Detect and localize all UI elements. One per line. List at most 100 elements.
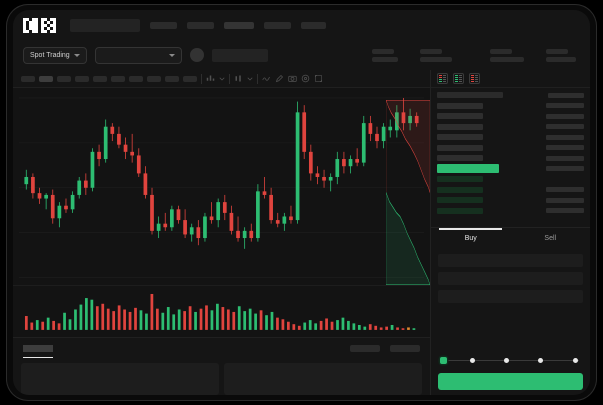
orderbook-view-asks-icon[interactable]: [469, 73, 480, 84]
market-stat-1-label: [372, 48, 394, 54]
market-header-bar: Spot Trading: [13, 40, 590, 70]
orderbook-bid-row[interactable]: [437, 196, 584, 204]
nav-item-3[interactable]: [224, 21, 254, 29]
tab-buy[interactable]: Buy: [464, 235, 477, 242]
toolbar-divider: [201, 73, 202, 84]
orderbook-ask-row[interactable]: [437, 144, 584, 152]
timeframe-button-2[interactable]: [39, 75, 53, 82]
orderbook-bid-row[interactable]: [437, 186, 584, 194]
order-total-field[interactable]: [438, 290, 583, 303]
orderbook-bid-row[interactable]: [437, 207, 584, 215]
orderbook-last-price-row: [437, 164, 584, 173]
candlestick-series: [18, 97, 424, 278]
orderbook-view-both-icon[interactable]: [437, 73, 448, 84]
order-amount-field[interactable]: [438, 272, 583, 285]
orderbook-ask-row[interactable]: [437, 123, 584, 131]
market-stat-4-label: [546, 48, 568, 54]
timeframe-button-6[interactable]: [111, 75, 125, 82]
trade-form-tabs: Buy Sell: [431, 227, 590, 249]
tab-open-orders[interactable]: [23, 345, 53, 358]
timeframe-button-5[interactable]: [93, 75, 107, 82]
market-stat-4-value: [546, 56, 576, 62]
bottom-panel-left[interactable]: [21, 363, 219, 395]
orderbook-ask-row[interactable]: [437, 102, 584, 110]
nav-item-1[interactable]: [150, 21, 177, 29]
slider-handle[interactable]: [440, 356, 447, 364]
fullscreen-icon[interactable]: [314, 74, 323, 83]
orderbook-price-header: [437, 92, 503, 98]
orderbook-view-bids-icon[interactable]: [453, 73, 464, 84]
bottom-action-1[interactable]: [350, 345, 380, 352]
slider-mark-75[interactable]: [538, 357, 543, 363]
timeframe-button-7[interactable]: [129, 75, 143, 82]
timeframe-button-1[interactable]: [21, 75, 35, 82]
last-price-value: [212, 48, 268, 62]
timeframe-button-3[interactable]: [57, 75, 71, 82]
orderbook-ask-row[interactable]: [437, 133, 584, 141]
chart-type-icon[interactable]: [234, 74, 243, 83]
timeframe-button-9[interactable]: [165, 75, 179, 82]
trading-pair-select[interactable]: [95, 46, 182, 64]
bottom-action-2[interactable]: [390, 345, 420, 352]
orderbook-view-toggle: [431, 70, 590, 88]
bottom-tab-bar: [13, 337, 430, 359]
main-body: Buy Sell: [13, 70, 590, 395]
bottom-panel-right[interactable]: [224, 363, 422, 395]
app-screen: Spot Trading: [13, 10, 590, 395]
timeframe-button-8[interactable]: [147, 75, 161, 82]
market-type-select[interactable]: Spot Trading: [23, 46, 87, 64]
orderbook-header-row: [437, 91, 584, 99]
chart-column: [13, 70, 431, 395]
depth-chart: [386, 100, 430, 285]
toolbar-divider: [257, 73, 258, 84]
chevron-down-icon[interactable]: [247, 74, 253, 83]
market-stat-2-label: [420, 48, 442, 54]
orderbook-list[interactable]: [431, 88, 590, 227]
volume-series: [24, 293, 416, 330]
market-stat-1-value: [372, 56, 398, 62]
nav-item-4[interactable]: [264, 21, 291, 29]
timeframe-button-10[interactable]: [183, 75, 197, 82]
nav-item-5[interactable]: [301, 21, 326, 29]
settings-icon[interactable]: [301, 74, 310, 83]
slider-mark-100[interactable]: [573, 357, 578, 363]
market-stat-3: [490, 48, 524, 62]
search-input[interactable]: [70, 18, 140, 32]
tab-sell[interactable]: Sell: [544, 235, 557, 242]
bottom-panels: [13, 359, 430, 395]
market-stat-2-value: [420, 56, 452, 62]
trade-form: [431, 249, 590, 395]
pencil-icon[interactable]: [275, 74, 284, 83]
price-chart[interactable]: [13, 88, 430, 285]
orderbook-ask-row[interactable]: [437, 154, 584, 162]
toolbar-divider: [229, 73, 230, 84]
chevron-down-icon: [73, 53, 80, 57]
market-stat-2: [420, 48, 452, 62]
coin-avatar: [190, 48, 204, 62]
order-price-field[interactable]: [438, 254, 583, 267]
market-type-label: Spot Trading: [30, 51, 70, 59]
indicator-icon[interactable]: [206, 74, 215, 83]
market-stat-4: [546, 48, 576, 62]
chevron-down-icon[interactable]: [219, 74, 225, 83]
timeframe-button-4[interactable]: [75, 75, 89, 82]
orderbook-bid-row[interactable]: [437, 175, 584, 183]
submit-order-button[interactable]: [438, 373, 583, 390]
market-stat-3-label: [490, 48, 512, 54]
nav-item-2[interactable]: [187, 21, 214, 29]
amount-percent-slider[interactable]: [440, 356, 581, 366]
chevron-down-icon: [169, 53, 175, 57]
slider-mark-50[interactable]: [504, 357, 509, 363]
orderbook-column: Buy Sell: [431, 70, 590, 395]
line-tool-icon[interactable]: [262, 74, 271, 83]
slider-track: [442, 360, 579, 361]
chart-toolbar: [13, 70, 430, 88]
market-stat-1: [372, 48, 398, 62]
camera-icon[interactable]: [288, 74, 297, 83]
orderbook-last-price: [437, 164, 499, 173]
orderbook-ask-row[interactable]: [437, 112, 584, 120]
slider-mark-25[interactable]: [470, 357, 475, 363]
okx-logo-icon[interactable]: [23, 17, 56, 33]
tab-order-history[interactable]: [63, 345, 93, 352]
top-navigation-bar: [13, 10, 590, 40]
